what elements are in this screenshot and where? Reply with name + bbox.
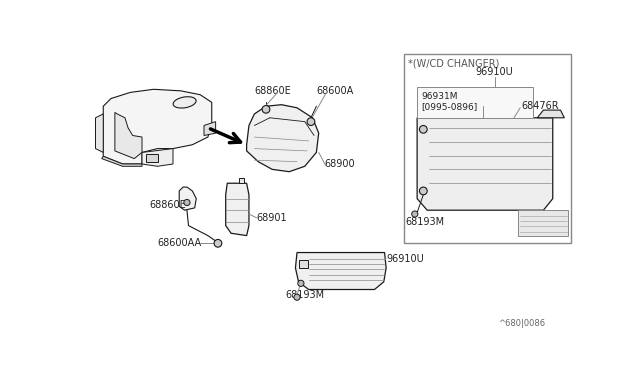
Ellipse shape <box>173 97 196 108</box>
Text: 68860E: 68860E <box>254 86 291 96</box>
Circle shape <box>262 106 270 113</box>
Circle shape <box>298 280 304 286</box>
Polygon shape <box>246 105 319 172</box>
Text: 68600AA: 68600AA <box>157 238 202 248</box>
Polygon shape <box>204 122 216 135</box>
Text: ^680|0086: ^680|0086 <box>498 319 545 328</box>
Bar <box>404 54 571 243</box>
Polygon shape <box>142 148 173 166</box>
Text: 68600A: 68600A <box>316 86 354 96</box>
Polygon shape <box>239 178 244 183</box>
Bar <box>417 87 533 118</box>
Text: 68860E: 68860E <box>150 200 186 210</box>
Text: 96910U: 96910U <box>386 254 424 264</box>
Text: 96910U: 96910U <box>476 67 513 77</box>
Polygon shape <box>179 187 196 210</box>
Polygon shape <box>103 89 212 164</box>
Circle shape <box>419 125 428 133</box>
Text: 68193M: 68193M <box>406 217 445 227</box>
Polygon shape <box>102 156 142 166</box>
Polygon shape <box>417 118 553 210</box>
Circle shape <box>214 240 222 247</box>
Text: 68476R: 68476R <box>522 101 559 111</box>
Text: 68901: 68901 <box>257 213 287 223</box>
Text: 96931M: 96931M <box>421 92 458 101</box>
Circle shape <box>412 211 418 217</box>
Polygon shape <box>115 112 142 158</box>
Text: 68193M: 68193M <box>285 290 324 300</box>
Circle shape <box>294 294 300 300</box>
Polygon shape <box>95 114 103 153</box>
Text: [0995-0896]: [0995-0896] <box>421 102 477 111</box>
Polygon shape <box>296 253 386 289</box>
Circle shape <box>184 199 190 206</box>
Text: *(W/CD CHANGER): *(W/CD CHANGER) <box>408 58 499 68</box>
Circle shape <box>419 187 428 195</box>
Bar <box>298 260 308 268</box>
Polygon shape <box>518 210 568 235</box>
Polygon shape <box>537 110 564 118</box>
Polygon shape <box>226 183 249 235</box>
Text: 68900: 68900 <box>324 159 355 169</box>
Circle shape <box>307 118 315 125</box>
Polygon shape <box>146 154 157 163</box>
